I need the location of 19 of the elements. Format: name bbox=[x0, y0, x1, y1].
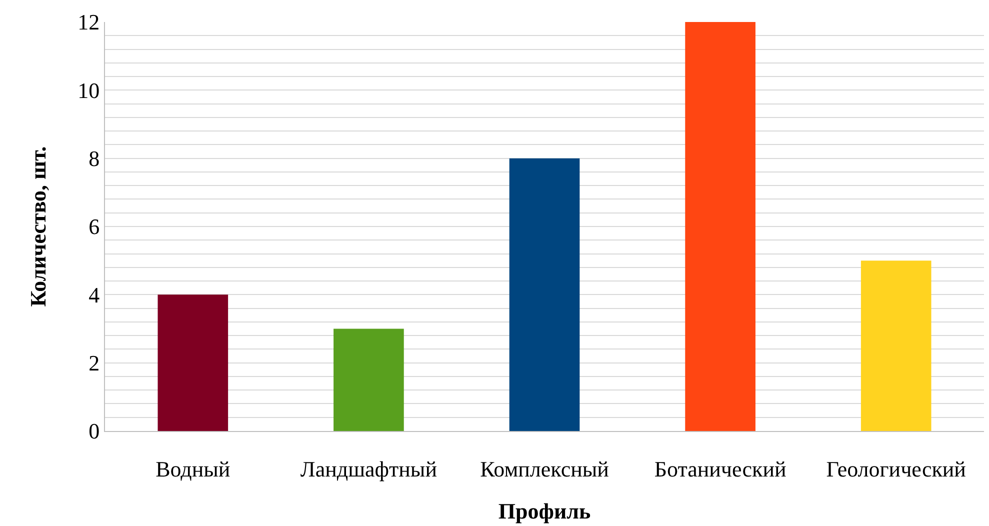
x-axis-title: Профиль bbox=[498, 498, 591, 524]
bar bbox=[685, 22, 756, 431]
y-tick-label: 2 bbox=[88, 350, 100, 376]
y-tick-label: 6 bbox=[88, 214, 100, 240]
bar bbox=[860, 260, 932, 431]
y-tick-label: 4 bbox=[88, 282, 100, 308]
bar bbox=[158, 294, 228, 431]
x-tick-label: Ландшафтный bbox=[300, 456, 438, 482]
y-axis-title: Количество, шт. bbox=[25, 146, 50, 307]
bar bbox=[334, 328, 404, 431]
y-tick-label: 12 bbox=[78, 10, 100, 35]
y-tick-label: 8 bbox=[88, 146, 100, 172]
x-tick-label: Ботанический bbox=[654, 456, 786, 482]
x-tick-label: Водный bbox=[156, 456, 230, 482]
x-tick-label: Комплексный bbox=[480, 456, 610, 482]
y-tick-label: 10 bbox=[78, 78, 100, 103]
bar bbox=[509, 158, 580, 431]
y-tick-label: 0 bbox=[88, 418, 100, 444]
x-tick-label: Геологический bbox=[826, 456, 966, 482]
